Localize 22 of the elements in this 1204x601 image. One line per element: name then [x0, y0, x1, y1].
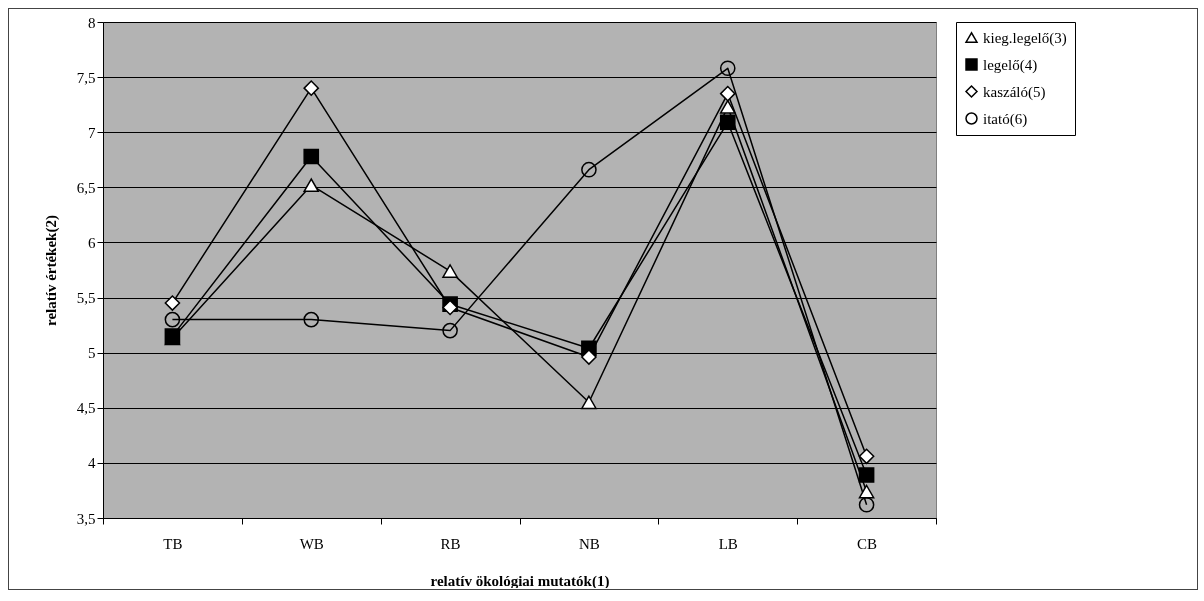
x-tick-label: CB	[857, 535, 878, 552]
x-tick-label: RB	[440, 535, 461, 552]
x-tick-label: LB	[718, 535, 738, 552]
y-tick-label: 7,5	[76, 69, 96, 86]
y-tick-label: 6,5	[76, 179, 96, 196]
x-tick-label: NB	[578, 535, 600, 552]
y-tick-label: 4	[88, 455, 96, 472]
y-tick-label: 6	[88, 234, 96, 251]
legend-label: itató(6)	[983, 110, 1028, 128]
y-tick-label: 8	[88, 14, 96, 31]
x-tick-label: TB	[163, 535, 183, 552]
x-axis-title: relatív ökológiai mutatók(1)	[430, 572, 610, 590]
y-tick-label: 5	[88, 345, 96, 362]
y-tick-label: 7	[88, 124, 96, 141]
legend-label: legelő(4)	[983, 56, 1038, 74]
legend-label: kaszáló(5)	[983, 83, 1046, 101]
y-axis-title: relatív értékek(2)	[42, 215, 60, 326]
y-tick-label: 4,5	[76, 400, 96, 417]
x-tick-label: WB	[299, 535, 324, 552]
legend-label: kieg.legelő(3)	[983, 29, 1067, 47]
y-tick-label: 5,5	[76, 290, 96, 307]
y-tick-label: 3,5	[76, 510, 96, 527]
